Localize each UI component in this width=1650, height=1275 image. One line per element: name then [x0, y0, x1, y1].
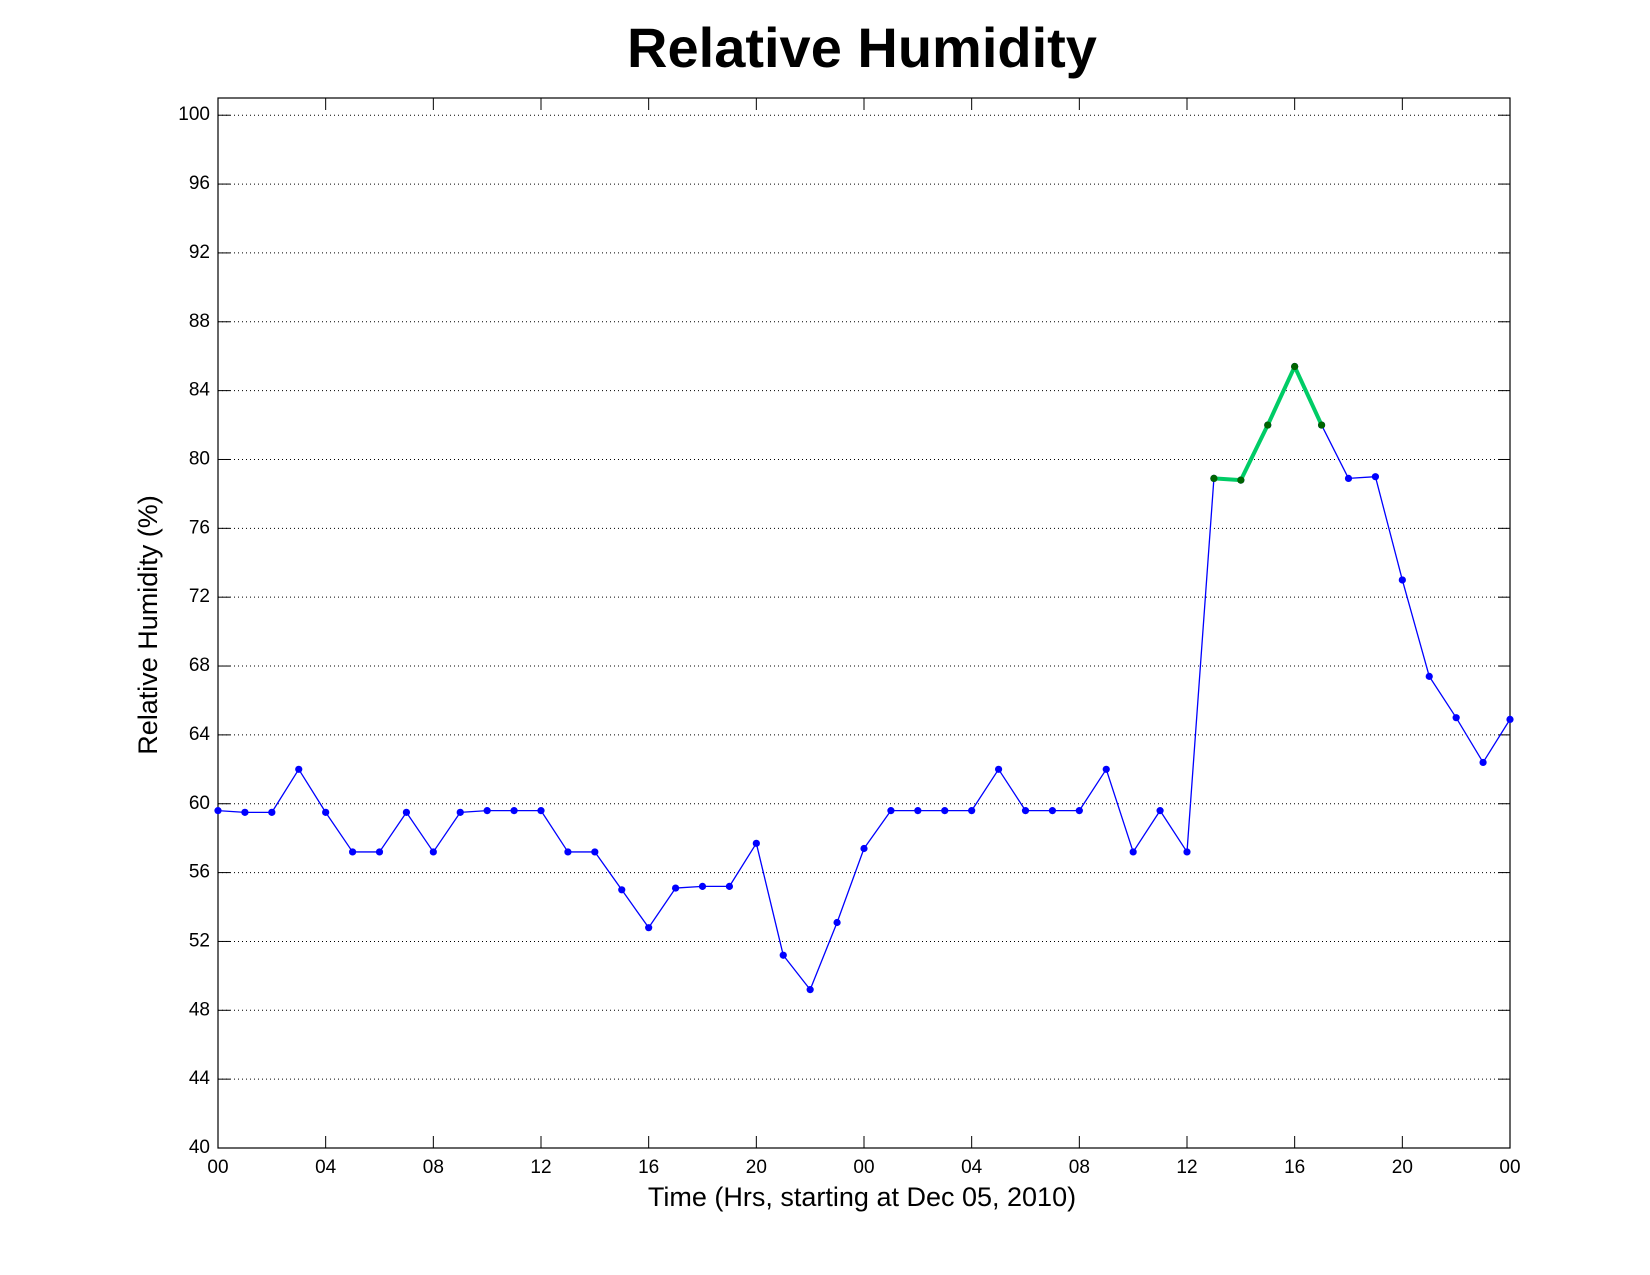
x-tick-label: 04: [315, 1157, 337, 1178]
data-point: [1102, 765, 1110, 773]
data-point: [564, 848, 572, 856]
x-tick-label: 00: [1499, 1157, 1520, 1178]
y-tick-label: 48: [189, 999, 210, 1020]
x-tick-label: 12: [530, 1157, 551, 1178]
data-point: [645, 924, 653, 932]
data-point: [1398, 576, 1406, 584]
x-tick-label: 12: [1176, 1157, 1197, 1178]
data-point: [1021, 807, 1030, 815]
data-point: [725, 882, 734, 890]
data-point: [1237, 476, 1245, 484]
data-point: [1479, 758, 1487, 767]
x-tick-label: 00: [853, 1157, 874, 1178]
data-point: [1048, 807, 1057, 815]
y-tick-label: 92: [189, 242, 210, 263]
data-point: [968, 807, 976, 815]
data-point: [860, 844, 868, 853]
chart-title: Relative Humidity: [627, 16, 1097, 79]
x-tick-label: 20: [1392, 1157, 1413, 1178]
data-point: [348, 848, 357, 856]
data-point: [1452, 714, 1460, 722]
data-point: [671, 884, 680, 892]
data-point: [537, 807, 545, 815]
data-point: [483, 807, 491, 815]
data-point: [1156, 807, 1164, 815]
y-tick-label: 40: [189, 1137, 210, 1158]
data-point: [510, 807, 518, 815]
data-point: [779, 951, 787, 959]
x-tick-label: 08: [423, 1157, 444, 1178]
data-point: [752, 839, 760, 847]
y-axis-label: Relative Humidity (%): [133, 495, 163, 755]
data-point: [1425, 672, 1433, 680]
x-tick-label: 20: [746, 1157, 767, 1178]
y-tick-label: 100: [178, 104, 210, 125]
data-point: [1291, 362, 1299, 371]
data-point: [1371, 473, 1380, 481]
data-point: [322, 808, 330, 816]
axes-box: [217, 97, 1511, 1149]
plot-area: [218, 98, 1510, 1148]
data-point: [618, 886, 626, 894]
x-tick-label: 08: [1069, 1157, 1090, 1178]
data-point: [375, 848, 384, 856]
data-point: [1075, 807, 1083, 815]
y-tick-label: 44: [189, 1068, 211, 1089]
data-point: [241, 808, 249, 816]
y-tick-label: 60: [189, 793, 210, 814]
data-point: [295, 765, 303, 773]
data-point: [698, 882, 707, 890]
y-tick-label: 96: [189, 173, 210, 194]
y-tick-label: 88: [189, 311, 210, 332]
data-point: [914, 807, 922, 815]
data-point: [994, 765, 1003, 773]
data-point: [1344, 474, 1353, 483]
data-point: [268, 808, 276, 816]
y-tick-label: 76: [189, 517, 210, 538]
y-tick-label: 84: [189, 380, 211, 401]
data-point: [833, 918, 841, 927]
x-tick-label: 16: [638, 1157, 659, 1178]
data-point: [1210, 474, 1218, 483]
x-tick-label: 00: [207, 1157, 228, 1178]
y-tick-label: 64: [189, 724, 211, 745]
x-tick-label: 16: [1284, 1157, 1305, 1178]
data-point: [214, 807, 222, 815]
data-point: [402, 808, 411, 816]
data-point: [456, 808, 464, 816]
data-point: [429, 848, 437, 856]
data-point: [1506, 715, 1514, 723]
y-tick-label: 56: [189, 862, 210, 883]
data-point: [1317, 421, 1326, 429]
x-axis-label: Time (Hrs, starting at Dec 05, 2010): [648, 1182, 1076, 1212]
data-point: [941, 807, 949, 815]
data-point: [806, 986, 814, 994]
data-point: [1183, 848, 1191, 856]
data-point: [1129, 848, 1137, 856]
y-tick-label: 52: [189, 930, 210, 951]
data-point: [591, 848, 599, 856]
data-point: [887, 807, 895, 815]
y-tick-label: 72: [189, 586, 210, 607]
y-tick-label: 68: [189, 655, 210, 676]
x-tick-label: 04: [961, 1157, 983, 1178]
y-tick-label: 80: [189, 448, 210, 469]
data-point: [1264, 421, 1272, 429]
